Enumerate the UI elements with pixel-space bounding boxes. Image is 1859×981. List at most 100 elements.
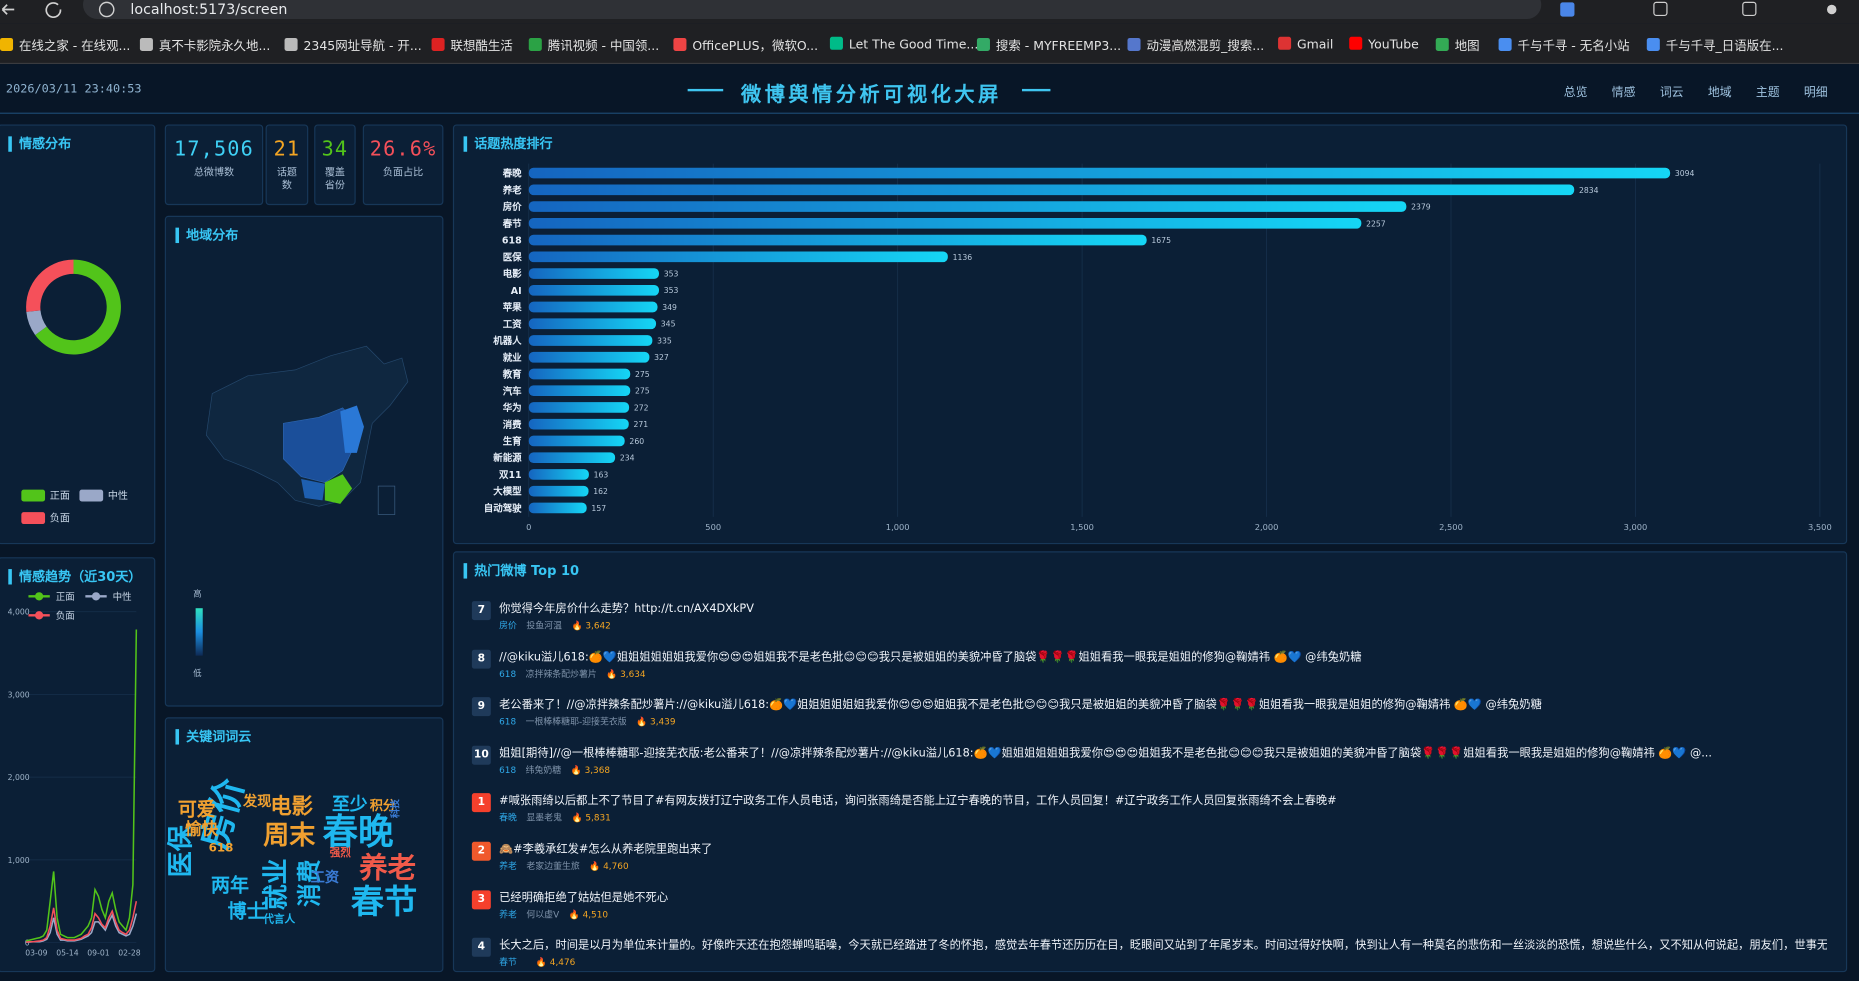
post-heat: 🔥 3,642 <box>571 620 611 631</box>
bookmark[interactable]: Let The Good Time... <box>829 36 979 53</box>
post-heat: 🔥 3,634 <box>606 668 646 679</box>
panel-title: 关键词词云 <box>175 729 251 745</box>
stat-value: 17,506 <box>174 137 254 162</box>
sentiment-panel: 情感分布 <box>0 124 156 545</box>
post-text[interactable]: #喊张雨绮以后都上不了节目了#有网友拨打辽宁政务工作人员电话，询问张雨绮是否能上… <box>499 794 1337 808</box>
post-heat-value: 5,831 <box>585 812 611 824</box>
post-topic[interactable]: 618 <box>499 764 517 776</box>
china-map <box>195 345 409 656</box>
bookmark-label[interactable]: Let The Good Time... <box>848 37 979 53</box>
bookmark-label[interactable]: OfficePLUS，微软O... <box>692 39 819 54</box>
post-topic[interactable]: 养老 <box>499 908 517 920</box>
post-topic[interactable]: 房价 <box>499 620 517 631</box>
post-author: 显墨老鬼 <box>526 812 562 824</box>
wordcloud-panel: 关键词词云 <box>164 717 444 973</box>
post-text[interactable]: 姐姐[期待]//@一根棒棒糖耶-迎接芜衣版:老公番来了！//@凉拌辣条配炒薯片:… <box>499 746 1712 760</box>
post-item[interactable]: 3 已经明确拒绝了姑姑但是她不死心 养老 何以虚V 🔥 4,510 <box>471 889 1830 930</box>
stat-label: 总微博数 <box>193 167 235 180</box>
post-rank: 7 <box>471 601 491 621</box>
stat-value: 26.6% <box>369 137 437 162</box>
bookmark[interactable]: 地图 <box>1435 37 1480 55</box>
post-item[interactable]: 10 姐姐[期待]//@一根棒棒糖耶-迎接芜衣版:老公番来了！//@凉拌辣条配炒薯… <box>471 745 1830 785</box>
post-text[interactable]: 长大之后，时间是以月为单位来计量的。好像昨天还在抱怨蝉鸣聒噪，今天就已经踏进了冬… <box>499 939 1827 953</box>
bookmark-label[interactable]: 千与千寻_日语版在... <box>1665 39 1784 54</box>
post-topic[interactable]: 618 <box>499 668 517 679</box>
nav-item[interactable]: 主题 <box>1755 86 1780 100</box>
bookmark-label[interactable]: 动漫高燃混剪_搜索... <box>1146 39 1265 54</box>
post-text[interactable]: 你觉得今年房价什么走势？http://t.cn/AX4DXkPV <box>499 602 754 616</box>
post-text[interactable]: 已经明确拒绝了姑姑但是她不死心 <box>499 891 669 905</box>
bookmark[interactable]: OfficePLUS，微软O... <box>673 37 818 55</box>
bookmark-label[interactable]: 千与千寻 - 无名小站 <box>1517 39 1630 54</box>
post-topic[interactable]: 618 <box>499 716 517 727</box>
post-topic[interactable]: 养老 <box>499 860 517 872</box>
bookmark[interactable]: 在线之家 - 在线观... <box>0 37 130 55</box>
bookmark-label[interactable]: Gmail <box>1297 37 1334 53</box>
url-field[interactable] <box>82 0 1542 19</box>
post-meta: 618 一根棒棒糖耶-迎接芜衣版 🔥 3,439 <box>499 715 675 728</box>
post-item[interactable]: 2 🙈#李羲承红发#怎么从养老院里跑出来了 养老 老家边董生旅 🔥 4,760 <box>471 841 1830 882</box>
header-rule <box>0 112 1859 114</box>
bookmark-label[interactable]: 联想酷生活 <box>450 39 513 54</box>
bookmark[interactable]: Gmail <box>1278 36 1334 53</box>
post-rank: 1 <box>471 793 491 813</box>
post-heat-value: 3,642 <box>585 620 611 631</box>
bookmark[interactable]: YouTube <box>1349 36 1419 53</box>
bookmark-label[interactable]: 2345网址导航 - 开... <box>303 39 422 54</box>
post-text[interactable]: //@kiku溢儿618:🍊💙姐姐姐姐姐姐我爱你😍😍😍姐姐我不是老色批😊😊😊我只… <box>499 650 1362 664</box>
nav-item[interactable]: 词云 <box>1659 86 1684 100</box>
post-rank: 10 <box>471 745 491 765</box>
page-title: 微博舆情分析可视化大屏 <box>740 82 1002 107</box>
title-deco <box>687 88 724 92</box>
nav-item[interactable]: 明细 <box>1803 86 1828 100</box>
bookmark-label[interactable]: 地图 <box>1454 39 1480 54</box>
panel-title: 地域分布 <box>175 227 238 244</box>
bookmarks-bar: 在线之家 - 在线观... 真不卡影院永久地... 2345网址导航 - 开... 联… <box>0 23 1859 65</box>
post-item[interactable]: 9 老公番来了！//@凉拌辣条配炒薯片://@kiku溢儿618:🍊💙姐姐姐姐姐姐… <box>471 697 1830 737</box>
post-rank: 4 <box>471 938 491 957</box>
post-topic[interactable]: 春晚 <box>499 812 517 824</box>
bookmark[interactable]: 搜索 - MYFREEMP3... <box>976 37 1122 55</box>
url[interactable]: localhost:5173/screen <box>130 1 288 18</box>
bookmark-label[interactable]: 腾讯视频 - 中国领... <box>547 39 660 54</box>
bookmark-label[interactable]: 真不卡影院永久地... <box>158 39 271 54</box>
bookmark[interactable]: 腾讯视频 - 中国领... <box>528 37 660 55</box>
nav-item[interactable]: 总览 <box>1563 86 1588 100</box>
stat-card: 17,506 总微博数 <box>164 124 264 206</box>
post-heat-value: 4,510 <box>582 908 609 920</box>
panel-title: 话题热度排行 <box>463 136 552 152</box>
bookmark[interactable]: 动漫高燃混剪_搜索... <box>1127 37 1264 55</box>
post-item[interactable]: 1 #喊张雨绮以后都上不了节目了#有网友拨打辽宁政务工作人员电话，询问张雨绮是否能… <box>471 793 1830 834</box>
post-item[interactable]: 7 你觉得今年房价什么走势？http://t.cn/AX4DXkPV 房价 投鱼河温 🔥… <box>471 601 1830 641</box>
toolbar-icons <box>1 1 1837 18</box>
bookmark[interactable]: 千与千寻 - 无名小站 <box>1498 37 1630 55</box>
post-text[interactable]: 老公番来了！//@凉拌辣条配炒薯片://@kiku溢儿618:🍊💙姐姐姐姐姐姐我… <box>499 698 1542 712</box>
nav-item[interactable]: 情感 <box>1611 86 1636 100</box>
bookmark[interactable]: 联想酷生活 <box>431 37 513 55</box>
post-heat-value: 3,368 <box>584 764 611 776</box>
stat-value: 21 <box>273 137 301 162</box>
post-author: 投鱼河温 <box>526 620 562 631</box>
post-meta: 618 凉拌辣条配炒薯片 🔥 3,634 <box>499 667 645 680</box>
bookmark[interactable]: 真不卡影院永久地... <box>139 37 271 55</box>
post-meta: 养老 老家边董生旅 🔥 4,760 <box>499 860 628 873</box>
post-text[interactable]: 🙈#李羲承红发#怎么从养老院里跑出来了 <box>499 842 713 856</box>
post-meta: 养老 何以虚V 🔥 4,510 <box>499 908 608 921</box>
bookmark[interactable]: 2345网址导航 - 开... <box>284 37 422 55</box>
bookmark-label[interactable]: 在线之家 - 在线观... <box>18 39 131 54</box>
post-rank: 8 <box>471 649 491 669</box>
post-author: 老家边董生旅 <box>526 860 580 872</box>
post-heat-value: 3,634 <box>620 668 646 679</box>
post-item[interactable]: 4 长大之后，时间是以月为单位来计量的。好像昨天还在抱怨蝉鸣聒噪，今天就已经踏进了… <box>471 938 1830 978</box>
bookmark-label[interactable]: YouTube <box>1368 37 1419 53</box>
nav-item[interactable]: 地域 <box>1707 86 1732 100</box>
post-item[interactable]: 8 //@kiku溢儿618:🍊💙姐姐姐姐姐姐我爱你😍😍😍姐姐我不是老色批😊😊😊我… <box>471 649 1830 689</box>
post-heat-value: 3,439 <box>650 716 676 727</box>
bookmark[interactable]: 千与千寻_日语版在... <box>1646 37 1784 55</box>
post-heat: 🔥 3,439 <box>636 716 676 727</box>
bookmark-label[interactable]: 搜索 - MYFREEMP3... <box>995 39 1122 54</box>
post-topic[interactable]: 春节 <box>499 956 517 968</box>
post-heat: 🔥 5,831 <box>571 812 611 824</box>
post-rank: 9 <box>471 697 491 717</box>
